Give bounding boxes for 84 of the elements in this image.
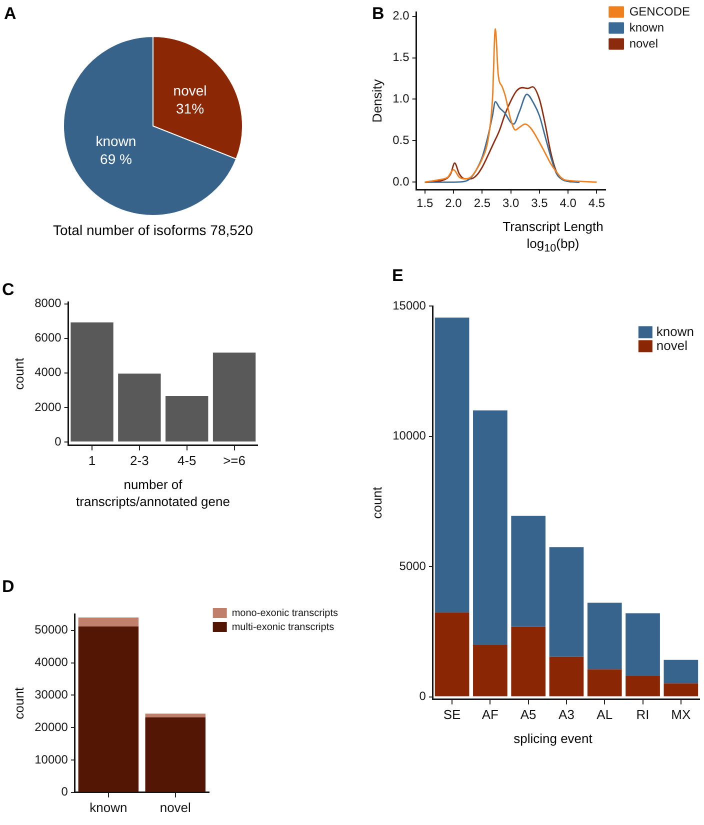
y-tick-label: 20000 bbox=[34, 720, 68, 734]
bar bbox=[473, 644, 508, 696]
y-tick-label: 0 bbox=[54, 434, 62, 448]
y-tick-label: 5000 bbox=[399, 558, 426, 573]
y-tick-label: 0.0 bbox=[392, 174, 410, 188]
chart-title: C bbox=[2, 280, 14, 300]
x-tick-label: 4.0 bbox=[560, 196, 577, 210]
x-tick-label: 2.5 bbox=[474, 196, 491, 210]
x-axis-title: Transcript Length log$_{10}$(bp) bbox=[502, 218, 604, 257]
y-tick-label: 15000 bbox=[392, 298, 426, 313]
y-tick-label: 6000 bbox=[34, 330, 62, 345]
legend-label: novel bbox=[629, 36, 658, 50]
text: Total number of isoforms 78,520 bbox=[52, 222, 254, 238]
chart-title: E bbox=[392, 266, 404, 286]
y-axis-title: count bbox=[11, 358, 26, 390]
x-tick-label: MX bbox=[671, 706, 692, 722]
x-tick-label: SE bbox=[443, 706, 462, 722]
legend-label: novel bbox=[656, 338, 688, 353]
chart-title: D bbox=[2, 577, 14, 597]
y-tick-label: 2.0 bbox=[392, 8, 410, 23]
bar bbox=[664, 683, 698, 696]
chart-title: B bbox=[372, 4, 384, 24]
bar bbox=[78, 626, 139, 792]
x-tick-label: >=6 bbox=[223, 452, 246, 468]
legend-label: known bbox=[656, 324, 694, 339]
legend-label: known bbox=[629, 20, 664, 34]
x-tick-label: A5 bbox=[520, 706, 536, 722]
x-tick-label: 2.0 bbox=[445, 196, 462, 210]
x-tick-label: RI bbox=[636, 706, 650, 722]
line-series bbox=[424, 28, 598, 183]
bar bbox=[587, 602, 622, 670]
y-tick-label: 1.5 bbox=[392, 50, 410, 64]
x-tick-label: 2-3 bbox=[130, 452, 149, 468]
bar bbox=[664, 660, 698, 684]
x-tick-label: 3.5 bbox=[531, 196, 548, 210]
bar bbox=[70, 322, 114, 442]
y-tick-label: 10000 bbox=[392, 428, 426, 443]
y-tick-label: 10000 bbox=[34, 752, 68, 766]
x-axis-title: splicing event bbox=[512, 730, 594, 747]
x-tick-label: 1 bbox=[88, 452, 96, 468]
y-tick-label: 0.5 bbox=[392, 133, 410, 148]
x-tick-label: 4.5 bbox=[588, 196, 606, 210]
x-tick-label: 3.0 bbox=[502, 196, 520, 210]
data-label: 69 % bbox=[100, 151, 132, 168]
bar bbox=[145, 714, 206, 718]
bar bbox=[626, 613, 660, 676]
bar bbox=[511, 516, 546, 627]
legend-label: GENCODE bbox=[629, 4, 690, 18]
bar bbox=[549, 656, 584, 696]
y-tick-label: 2000 bbox=[34, 400, 62, 414]
bar bbox=[166, 396, 208, 442]
bar bbox=[78, 617, 139, 627]
bar bbox=[549, 547, 584, 657]
y-tick-label: 1.0 bbox=[392, 92, 410, 106]
x-tick-label: AF bbox=[482, 706, 499, 722]
bar bbox=[473, 410, 508, 645]
bar bbox=[212, 352, 256, 442]
chart-title: A bbox=[4, 4, 16, 24]
y-axis-title: count bbox=[11, 687, 26, 720]
bar bbox=[434, 612, 470, 696]
y-axis-title: count bbox=[369, 486, 384, 519]
y-tick-label: 40000 bbox=[34, 655, 68, 670]
y-tick-label: 8000 bbox=[34, 296, 62, 310]
data-label: 31% bbox=[176, 100, 204, 117]
x-tick-label: A3 bbox=[558, 706, 574, 722]
x-axis-title: number of transcripts/annotated gene bbox=[75, 476, 231, 510]
bar bbox=[145, 717, 206, 792]
bar bbox=[434, 318, 470, 612]
legend-label: mono-exonic transcripts bbox=[232, 608, 338, 619]
y-tick-label: 0 bbox=[61, 784, 68, 799]
y-tick-label: 0 bbox=[419, 689, 426, 704]
x-tick-label: 4-5 bbox=[177, 452, 196, 468]
slice-label: novel bbox=[173, 82, 207, 99]
y-tick-label: 50000 bbox=[34, 622, 68, 637]
bar bbox=[626, 676, 660, 696]
bar bbox=[587, 669, 622, 696]
y-tick-label: 4000 bbox=[34, 365, 62, 380]
y-tick-label: 30000 bbox=[34, 688, 68, 702]
legend-label: multi-exonic transcripts bbox=[232, 622, 334, 633]
y-axis-title: Density bbox=[369, 78, 384, 123]
slice-label: known bbox=[96, 133, 136, 150]
bar bbox=[118, 374, 161, 442]
bar bbox=[511, 626, 546, 696]
x-tick-label: AL bbox=[596, 706, 613, 722]
